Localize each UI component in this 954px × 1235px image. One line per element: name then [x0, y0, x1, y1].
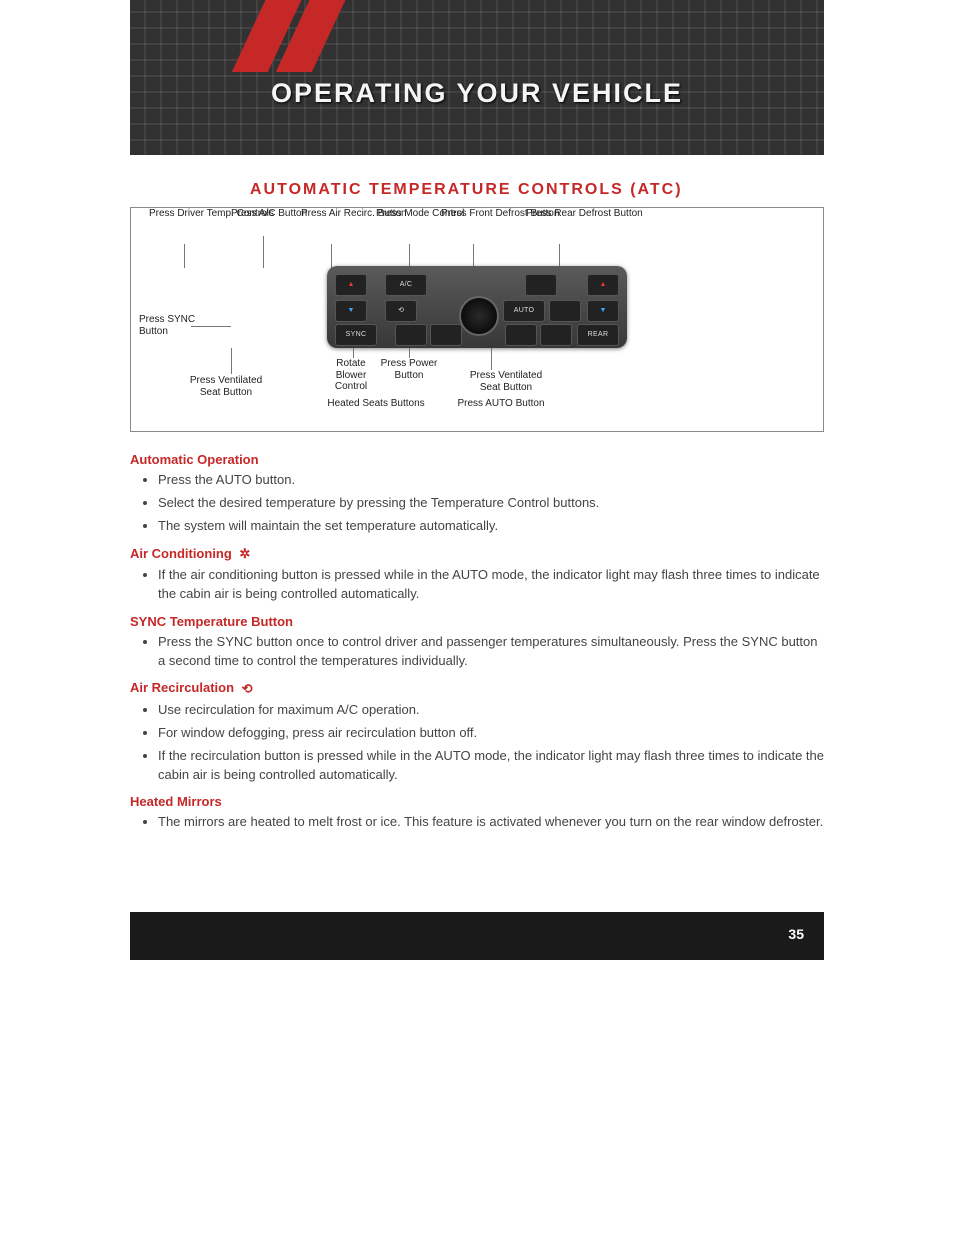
recirc-icon: ⟲: [238, 681, 253, 696]
body-sections: Automatic Operation Press the AUTO button…: [130, 452, 824, 832]
pass-temp-down-button[interactable]: ▼: [587, 300, 619, 322]
subsection-heading: Automatic Operation: [130, 452, 824, 467]
ac-button[interactable]: A/C: [385, 274, 427, 296]
leader-line: [191, 326, 231, 327]
subsection-list: Press the AUTO button. Select the desired…: [130, 471, 824, 536]
list-item: The mirrors are heated to melt frost or …: [158, 813, 824, 832]
label-vent-seat-l: Press Ventilated Seat Button: [181, 375, 271, 398]
heated-seat-right-button[interactable]: [505, 324, 537, 346]
label-rear-defrost: Press Rear Defrost Button: [526, 208, 596, 220]
leader-line: [491, 348, 492, 370]
label-recirc: Press Air Recirc. Button: [301, 208, 371, 220]
label-front-defrost: Press Front Defrost Button: [441, 208, 511, 220]
pass-temp-up-button[interactable]: ▲: [587, 274, 619, 296]
subsection-list: If the air conditioning button is presse…: [130, 566, 824, 604]
climate-control-panel: ▲ A/C ▲ ▼ ⟲ AUTO ▼ SYNC: [327, 266, 627, 348]
leader-line: [409, 244, 410, 268]
blower-knob[interactable]: [459, 296, 499, 336]
list-item: If the air conditioning button is presse…: [158, 566, 824, 604]
list-item: Use recirculation for maximum A/C operat…: [158, 701, 824, 720]
driver-temp-down-button[interactable]: ▼: [335, 300, 367, 322]
list-item: Press the AUTO button.: [158, 471, 824, 490]
subsection-heading: Air Recirculation ⟲: [130, 680, 824, 697]
snowflake-icon: ✲: [236, 546, 251, 561]
driver-temp-up-button[interactable]: ▲: [335, 274, 367, 296]
subsection-heading: Heated Mirrors: [130, 794, 824, 809]
rear-defrost-button[interactable]: [549, 300, 581, 322]
subsection-heading: Air Conditioning ✲: [130, 546, 824, 563]
label-mode: Press Mode Control: [376, 208, 446, 220]
section-title: AUTOMATIC TEMPERATURE CONTROLS (ATC): [250, 181, 824, 199]
leader-line: [559, 244, 560, 268]
subsection-list: Use recirculation for maximum A/C operat…: [130, 701, 824, 784]
label-ac: Press A/C Button: [231, 208, 301, 220]
label-auto: Press AUTO Button: [441, 398, 561, 410]
atc-diagram: Press Driver Temp. Controls Press A/C Bu…: [130, 207, 824, 432]
list-item: Press the SYNC button once to control dr…: [158, 633, 824, 671]
page-footer: 35: [130, 912, 824, 960]
heated-seat-left-button[interactable]: [430, 324, 462, 346]
list-item: If the recirculation button is pressed w…: [158, 747, 824, 785]
subsection-list: The mirrors are heated to melt frost or …: [130, 813, 824, 832]
subsection-heading: SYNC Temperature Button: [130, 614, 824, 629]
leader-line: [184, 244, 185, 268]
label-power: Press Power Button: [379, 358, 439, 381]
list-item: The system will maintain the set tempera…: [158, 517, 824, 536]
leader-line: [473, 244, 474, 268]
auto-button[interactable]: AUTO: [503, 300, 545, 322]
brand-stripes: [250, 0, 370, 84]
vent-seat-right-button[interactable]: [540, 324, 572, 346]
leader-line: [353, 348, 354, 358]
leader-line: [231, 348, 232, 374]
content-area: AUTOMATIC TEMPERATURE CONTROLS (ATC) Pre…: [0, 155, 954, 832]
list-item: For window defogging, press air recircul…: [158, 724, 824, 743]
page: OPERATING YOUR VEHICLE AUTOMATIC TEMPERA…: [0, 0, 954, 960]
label-driver-temp: Press Driver Temp. Controls: [149, 208, 219, 220]
page-header: OPERATING YOUR VEHICLE: [130, 0, 824, 155]
recirc-button[interactable]: ⟲: [385, 300, 417, 322]
label-vent-seat-r: Press Ventilated Seat Button: [461, 370, 551, 393]
panel-row-1: ▲ A/C ▲: [335, 274, 619, 296]
vent-seat-left-button[interactable]: [395, 324, 427, 346]
leader-line: [331, 244, 332, 268]
front-defrost-button[interactable]: [525, 274, 557, 296]
label-heated-seats: Heated Seats Buttons: [311, 398, 441, 410]
subsection-list: Press the SYNC button once to control dr…: [130, 633, 824, 671]
rear-button[interactable]: REAR: [577, 324, 619, 346]
page-title: OPERATING YOUR VEHICLE: [130, 78, 824, 109]
label-blower: Rotate Blower Control: [321, 358, 381, 393]
page-number: 35: [788, 926, 804, 942]
leader-line: [263, 236, 264, 268]
sync-button[interactable]: SYNC: [335, 324, 377, 346]
leader-line: [409, 348, 410, 358]
list-item: Select the desired temperature by pressi…: [158, 494, 824, 513]
